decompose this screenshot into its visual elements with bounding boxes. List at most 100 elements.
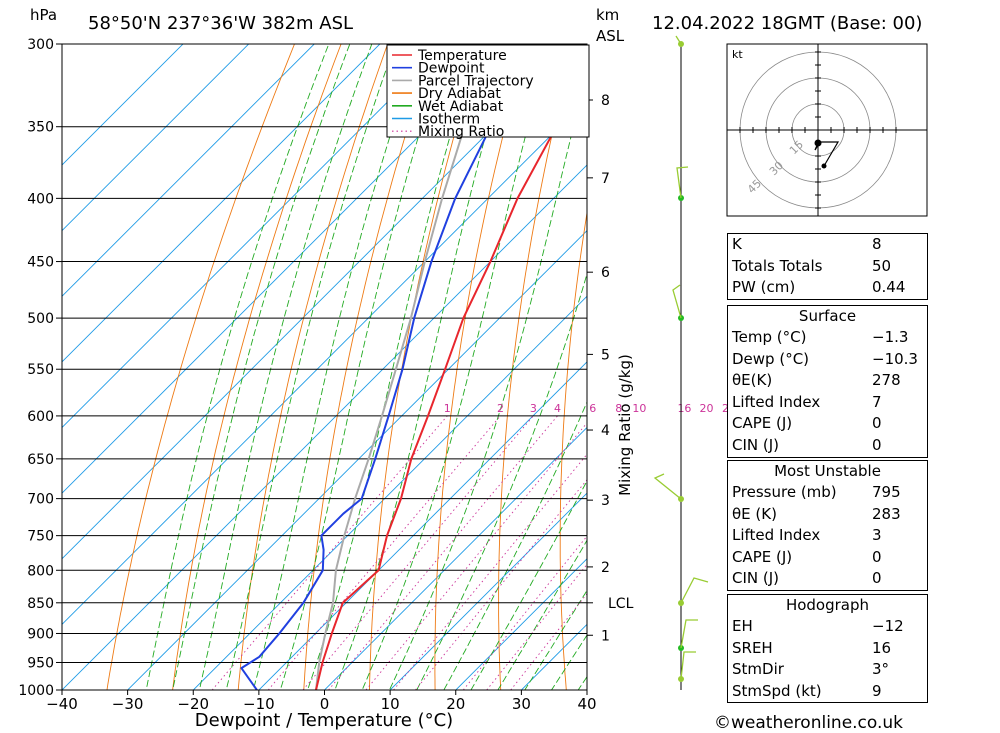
wet-adiabat-line xyxy=(470,480,587,690)
mixing-ratio-label: 2 xyxy=(497,402,504,415)
stat-row: CIN (J) 0 xyxy=(728,435,927,457)
temperature-tick-label: 10 xyxy=(381,695,400,713)
asl-unit-label: ASL xyxy=(596,27,625,45)
height-tick-label: 7 xyxy=(601,171,610,187)
stat-value: 16 xyxy=(872,638,892,657)
isotherm-line xyxy=(62,44,250,232)
wet-adiabat-line xyxy=(497,539,587,690)
isotherm-line xyxy=(192,295,587,690)
stat-row: SREH 16 xyxy=(728,638,927,660)
wet-adiabat-line xyxy=(443,400,587,690)
wind-barb xyxy=(672,284,682,319)
legend-label: Wet Adiabat xyxy=(418,99,504,115)
stat-value: 9 xyxy=(872,681,882,700)
stat-label: CIN (J) xyxy=(732,435,780,454)
mixing-ratio-line xyxy=(302,415,534,690)
legend-box xyxy=(386,44,590,138)
dewpoint-line xyxy=(240,44,587,690)
stat-value: 7 xyxy=(872,392,882,411)
mixing-ratio-label: 16 xyxy=(677,402,691,415)
legend-label: Isotherm xyxy=(418,112,480,128)
dry-adiabat-line xyxy=(943,0,1000,716)
stat-label: StmDir xyxy=(732,660,784,679)
stat-row: θE(K) 278 xyxy=(728,370,927,392)
mixing-ratio-label: 6 xyxy=(589,402,596,415)
stat-label: EH xyxy=(732,617,753,635)
parcel-trajectory-line xyxy=(315,78,481,690)
legend-label: Temperature xyxy=(417,48,507,64)
height-tick-label: 6 xyxy=(601,265,610,281)
stat-label: SREH xyxy=(732,638,773,657)
wet-adiabat-line xyxy=(389,69,587,690)
datetime-title: 12.04.2022 18GMT (Base: 00) xyxy=(652,13,922,34)
isotherm-line xyxy=(62,164,587,690)
stat-label: Temp (°C) xyxy=(732,328,807,346)
height-tick-label: 2 xyxy=(601,560,610,576)
stat-value: 795 xyxy=(872,483,901,501)
stat-label: Pressure (mb) xyxy=(732,483,837,501)
mixing-ratio-line xyxy=(365,422,587,690)
wet-adiabat-line xyxy=(145,44,330,690)
pressure-tick-label: 900 xyxy=(27,626,54,642)
wind-barb xyxy=(676,166,689,199)
stat-value: 278 xyxy=(872,371,901,390)
pressure-tick-label: 700 xyxy=(27,492,54,508)
hodograph-unit-label: kt xyxy=(732,48,743,61)
pressure-tick-label: 400 xyxy=(27,191,54,207)
stat-label: Lifted Index xyxy=(732,392,821,411)
hpa-unit-label: hPa xyxy=(30,6,57,24)
location-title: 58°50'N 237°36'W 382m ASL xyxy=(88,13,353,34)
pressure-tick-label: 850 xyxy=(27,596,54,612)
stat-value: −1.3 xyxy=(872,328,909,346)
mixing-ratio-label: 3 xyxy=(530,402,537,415)
stat-value: 8 xyxy=(872,235,882,253)
stat-value: −12 xyxy=(872,617,904,635)
legend-label: Dewpoint xyxy=(418,61,485,77)
height-tick-label: 3 xyxy=(601,493,610,509)
stat-row: CAPE (J) 0 xyxy=(728,413,927,435)
stat-value: 3 xyxy=(872,526,882,545)
stat-row: Lifted Index 7 xyxy=(728,392,927,414)
surface-title: Surface xyxy=(798,307,857,325)
isobars xyxy=(62,43,587,691)
plot-frame xyxy=(61,43,588,691)
wet-adiabat-line xyxy=(172,44,351,690)
mixing-ratio-line xyxy=(393,453,587,690)
pressure-tick-label: 450 xyxy=(27,255,54,271)
x-axis-title: Dewpoint / Temperature (°C) xyxy=(195,710,453,731)
stat-label: Lifted Index xyxy=(732,526,821,545)
wind-profile xyxy=(653,35,709,690)
temperature-tick-label: −40 xyxy=(46,695,78,713)
axes: 3003504004505005506006507007508008509009… xyxy=(18,37,633,713)
stat-label: K xyxy=(732,235,742,253)
wet-adiabat-line xyxy=(550,634,587,690)
stat-label: CAPE (J) xyxy=(732,547,793,566)
stat-value: 3° xyxy=(872,660,890,679)
dry-adiabat-line xyxy=(106,44,295,690)
pressure-tick-label: 500 xyxy=(27,311,54,327)
pressure-tick-label: 950 xyxy=(27,655,54,671)
temperature-tick-label: −10 xyxy=(243,695,275,713)
pressure-tick-label: 1000 xyxy=(18,683,54,699)
isotherm-line xyxy=(455,558,587,690)
isotherm-line xyxy=(62,98,587,626)
mixing-ratio-label: 4 xyxy=(554,402,561,415)
copyright-text: ©weatheronline.co.uk xyxy=(714,713,903,733)
legend-label: Dry Adiabat xyxy=(418,86,501,102)
stat-row: CIN (J) 0 xyxy=(728,568,927,590)
stat-label: θE(K) xyxy=(732,371,773,390)
temperature-tick-label: 30 xyxy=(512,695,531,713)
stat-row: Temp (°C) −1.3 xyxy=(728,327,927,349)
height-tick-label: 5 xyxy=(601,347,610,363)
dry-adiabat-line xyxy=(991,0,1000,716)
stat-label: StmSpd (kt) xyxy=(732,681,822,700)
pressure-tick-label: 650 xyxy=(27,452,54,468)
storm-motion-point xyxy=(821,163,827,169)
lcl-label: LCL xyxy=(608,596,634,612)
stat-row-totals: Totals Totals 50 xyxy=(728,256,927,278)
dry-adiabat-line xyxy=(678,0,734,716)
